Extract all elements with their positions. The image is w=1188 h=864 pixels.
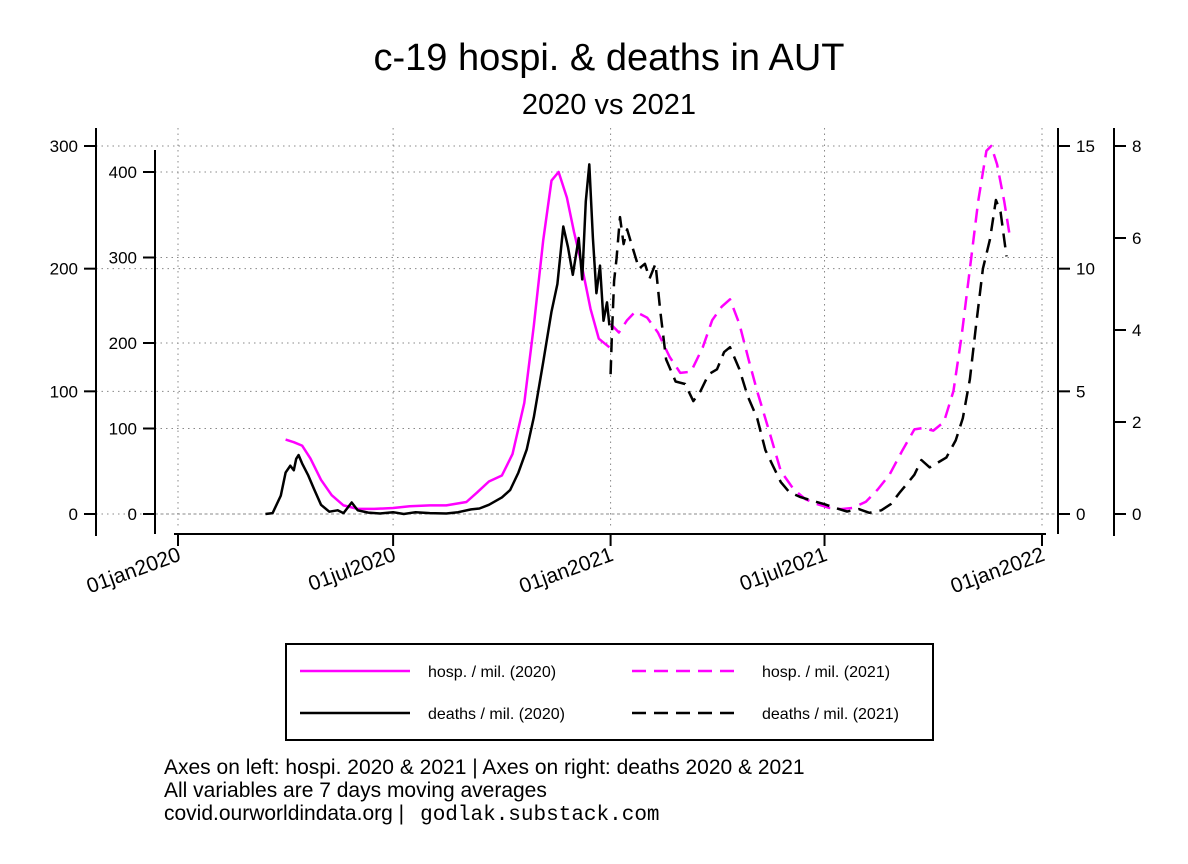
y-tick-label-deaths_2020: 2 <box>1132 413 1141 432</box>
y-tick-label-deaths_2021: 10 <box>1076 260 1095 279</box>
footer-axes-note: Axes on left: hospi. 2020 & 2021 | Axes … <box>164 756 805 779</box>
series-lines <box>265 144 1012 516</box>
x-tick-label: 01jan2021 <box>516 543 616 598</box>
y-tick-label-hosp_2020: 0 <box>128 505 137 524</box>
chart-subtitle: 2020 vs 2021 <box>522 89 696 121</box>
series-line-hosp_2021 <box>609 144 1012 511</box>
y-tick-label-hosp_2020: 300 <box>109 249 137 268</box>
y-tick-label-hosp_2020: 400 <box>109 163 137 182</box>
y-tick-label-deaths_2021: 15 <box>1076 137 1095 156</box>
x-tick-label: 01jul2020 <box>305 543 398 596</box>
legend-label-hosp-2021: hosp. / mil. (2021) <box>762 664 890 681</box>
y-tick-label-deaths_2020: 0 <box>1132 505 1141 524</box>
footer-moving-average-note: All variables are 7 days moving averages <box>164 779 547 802</box>
axes <box>84 128 1126 546</box>
legend-label-deaths-2021: deaths / mil. (2021) <box>762 706 899 723</box>
y-tick-label-deaths_2020: 8 <box>1132 137 1141 156</box>
y-tick-label-hosp_2020: 200 <box>109 334 137 353</box>
x-tick-label: 01jul2021 <box>737 543 830 596</box>
legend-label-hosp-2020: hosp. / mil. (2020) <box>428 664 556 681</box>
y-tick-label-hosp_2021: 200 <box>50 260 78 279</box>
tick-labels: 01jan2020 01jul2020 01jan2021 01jul2021 01ja… <box>50 137 1142 598</box>
y-tick-label-deaths_2020: 6 <box>1132 229 1141 248</box>
footer-notes: Axes on left: hospi. 2020 & 2021 | Axes … <box>164 756 805 827</box>
legend-label-deaths-2020: deaths / mil. (2020) <box>428 706 565 723</box>
y-tick-label-deaths_2020: 4 <box>1132 321 1141 340</box>
y-tick-label-hosp_2021: 300 <box>50 137 78 156</box>
gridlines <box>96 128 1058 526</box>
footer-source: covid.ourworldindata.org | godlak.substac… <box>164 802 805 827</box>
y-tick-label-hosp_2021: 100 <box>50 382 78 401</box>
series-line-deaths_2021 <box>609 198 1008 515</box>
legend-box <box>285 643 934 741</box>
y-tick-label-deaths_2021: 0 <box>1076 505 1085 524</box>
y-tick-label-deaths_2021: 5 <box>1076 382 1085 401</box>
chart-title: c-19 hospi. & deaths in AUT <box>373 37 844 79</box>
x-tick-label: 01jan2022 <box>948 543 1048 598</box>
x-tick-label: 01jan2020 <box>84 543 184 598</box>
series-line-hosp_2020 <box>285 170 611 511</box>
footer-credit: godlak.substack.com <box>420 804 660 827</box>
footer-source-text: covid.ourworldindata.org | <box>164 802 405 825</box>
y-tick-label-hosp_2021: 0 <box>69 505 78 524</box>
y-tick-label-hosp_2020: 100 <box>109 420 137 439</box>
legend: hosp. / mil. (2020) hosp. / mil. (2021) … <box>285 643 934 741</box>
series-line-deaths_2020 <box>265 163 611 516</box>
